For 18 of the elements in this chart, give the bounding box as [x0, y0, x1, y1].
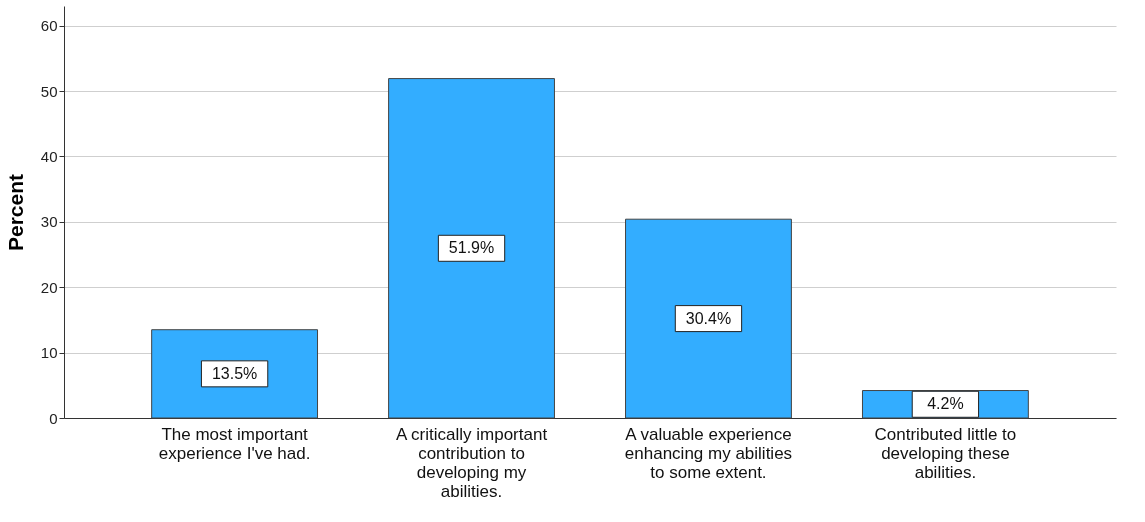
y-tick-label: 30 [40, 213, 58, 231]
data-label: 13.5% [211, 364, 258, 382]
y-tick-label: 60 [40, 17, 58, 35]
bar [388, 78, 555, 419]
bar [625, 218, 792, 419]
data-label: 51.9% [448, 239, 495, 257]
y-tick-label: 0 [49, 409, 58, 427]
data-label: 30.4% [685, 309, 732, 327]
y-tick-label: 40 [40, 147, 58, 165]
data-label: 4.2% [927, 395, 964, 413]
y-axis-title: Percent [3, 173, 27, 252]
y-tick-label: 50 [40, 82, 58, 100]
y-tick-label: 10 [40, 344, 58, 362]
x-tick-label: The most important experience I've had. [158, 424, 311, 463]
y-tick-label: 20 [40, 278, 58, 296]
x-tick-label: Contributed little to developing these abilities. [874, 424, 1017, 482]
x-tick-label: A valuable experience enhancing my abilities to some extent. [624, 424, 793, 482]
x-tick-label: A critically important contribution to developing my abilities. [395, 424, 548, 501]
